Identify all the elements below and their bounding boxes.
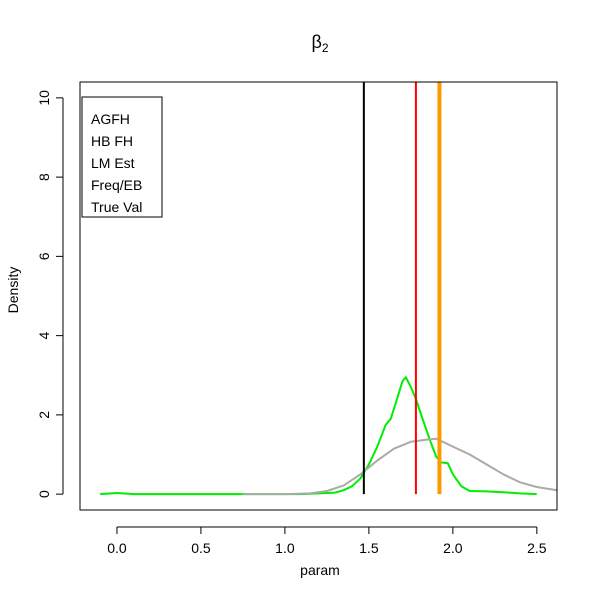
y-tick-label: 0: [36, 490, 52, 498]
chart-title-subscript: 2: [322, 41, 329, 55]
chart-title: β2: [311, 32, 328, 55]
density-curve-1: [100, 376, 537, 496]
legend-entry-lm-est: LM Est: [91, 155, 135, 171]
x-axis-label: param: [300, 562, 340, 578]
x-tick-label: 1.5: [359, 540, 379, 556]
density-curve-2: [242, 437, 558, 496]
legend-entry-hb-fh: HB FH: [91, 133, 133, 149]
legend: AGFH HB FH LM Est Freq/EB True Val: [81, 96, 163, 218]
y-tick-label: 6: [36, 252, 52, 260]
x-tick-label: 1.0: [275, 540, 295, 556]
legend-box: [81, 96, 163, 218]
y-axis-label: Density: [5, 267, 21, 314]
y-axis: 0 2 4 6 8 10: [36, 90, 64, 498]
legend-entry-agfh: AGFH: [91, 111, 130, 127]
plot-frame: [79, 81, 558, 511]
chart-title-symbol: β: [311, 32, 321, 52]
y-tick-label: 2: [36, 411, 52, 419]
legend-entry-freq-eb: Freq/EB: [91, 177, 142, 193]
y-tick-label: 10: [36, 90, 52, 106]
x-tick-label: 0.5: [191, 540, 211, 556]
y-tick-label: 8: [36, 173, 52, 181]
x-axis: 0.0 0.5 1.0 1.5 2.0 2.5: [107, 526, 547, 556]
x-tick-label: 2.0: [443, 540, 463, 556]
x-tick-label: 0.0: [107, 540, 127, 556]
x-tick-label: 2.5: [527, 540, 547, 556]
legend-entry-true-val: True Val: [91, 199, 142, 215]
data-layer: [100, 82, 558, 496]
y-tick-label: 4: [36, 332, 52, 340]
